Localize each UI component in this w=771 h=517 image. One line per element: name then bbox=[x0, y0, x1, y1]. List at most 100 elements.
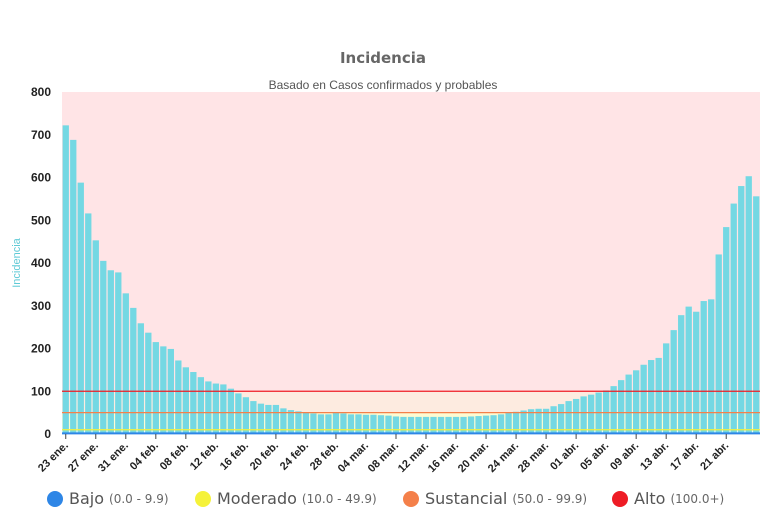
bar-35[interactable] bbox=[325, 414, 332, 434]
bar-28[interactable] bbox=[272, 404, 280, 434]
bar-48[interactable] bbox=[422, 416, 430, 434]
legend-item-alto[interactable]: Alto (100.0+) bbox=[612, 489, 724, 508]
bar-12[interactable] bbox=[152, 342, 159, 434]
bar-54[interactable] bbox=[467, 416, 475, 434]
bar-25[interactable] bbox=[250, 401, 257, 434]
bar-49[interactable] bbox=[430, 416, 437, 434]
bar-47[interactable] bbox=[415, 416, 422, 434]
legend-item-moderado[interactable]: Moderado (10.0 - 49.9) bbox=[195, 489, 377, 508]
bar-77[interactable] bbox=[640, 364, 647, 434]
bar-15[interactable] bbox=[175, 360, 182, 434]
bar-62[interactable] bbox=[527, 409, 535, 434]
bar-2[interactable] bbox=[77, 182, 84, 434]
bar-3[interactable] bbox=[85, 213, 92, 434]
bar-58[interactable] bbox=[497, 414, 505, 434]
bar-41[interactable] bbox=[370, 414, 377, 434]
bar-65[interactable] bbox=[550, 406, 557, 434]
bar-84[interactable] bbox=[693, 311, 700, 434]
bar-9[interactable] bbox=[130, 307, 137, 434]
bar-8[interactable] bbox=[122, 293, 129, 434]
bar-17[interactable] bbox=[190, 372, 197, 434]
bar-56[interactable] bbox=[482, 415, 490, 434]
legend-item-sustancial[interactable]: Sustancial (50.0 - 99.9) bbox=[403, 489, 587, 508]
bar-10[interactable] bbox=[137, 323, 144, 434]
bar-4[interactable] bbox=[92, 240, 99, 434]
bar-71[interactable] bbox=[595, 392, 602, 434]
bar-13[interactable] bbox=[160, 346, 167, 434]
bar-75[interactable] bbox=[625, 374, 632, 434]
x-axis-ticks: 23 ene.27 ene.31 ene.04 feb.08 feb.12 fe… bbox=[36, 434, 731, 475]
bar-81[interactable] bbox=[670, 330, 677, 434]
bar-88[interactable] bbox=[723, 227, 730, 434]
bar-38[interactable] bbox=[347, 414, 355, 434]
bar-59[interactable] bbox=[505, 413, 512, 434]
bar-78[interactable] bbox=[648, 360, 655, 434]
bar-7[interactable] bbox=[115, 272, 122, 434]
bar-39[interactable] bbox=[355, 414, 362, 434]
bar-45[interactable] bbox=[400, 416, 407, 434]
bar-51[interactable] bbox=[445, 416, 452, 434]
bar-23[interactable] bbox=[235, 393, 242, 434]
bar-33[interactable] bbox=[310, 413, 317, 434]
bar-64[interactable] bbox=[542, 408, 550, 434]
bar-5[interactable] bbox=[100, 260, 107, 434]
bar-80[interactable] bbox=[663, 343, 670, 434]
bar-53[interactable] bbox=[460, 416, 467, 434]
bar-32[interactable] bbox=[302, 412, 310, 434]
bar-31[interactable] bbox=[295, 411, 302, 434]
bar-60[interactable] bbox=[512, 411, 520, 434]
bar-37[interactable] bbox=[340, 413, 347, 434]
bar-74[interactable] bbox=[617, 380, 625, 434]
bar-69[interactable] bbox=[580, 396, 587, 434]
bar-57[interactable] bbox=[490, 415, 497, 434]
bar-92[interactable] bbox=[753, 196, 760, 434]
bar-21[interactable] bbox=[220, 384, 227, 434]
bar-29[interactable] bbox=[280, 408, 287, 434]
x-tick-label: 04 mar. bbox=[336, 440, 371, 475]
bar-11[interactable] bbox=[145, 332, 152, 434]
bar-20[interactable] bbox=[212, 383, 220, 434]
bar-90[interactable] bbox=[738, 186, 745, 434]
bar-43[interactable] bbox=[385, 415, 392, 434]
bar-79[interactable] bbox=[655, 357, 662, 434]
bar-18[interactable] bbox=[197, 377, 205, 434]
bar-55[interactable] bbox=[475, 416, 482, 434]
bar-16[interactable] bbox=[182, 367, 189, 434]
bar-61[interactable] bbox=[520, 410, 527, 434]
bar-50[interactable] bbox=[437, 416, 445, 434]
bar-42[interactable] bbox=[377, 415, 385, 434]
bar-85[interactable] bbox=[700, 301, 707, 434]
x-tick-label: 20 feb. bbox=[248, 440, 281, 473]
legend-item-bajo[interactable]: Bajo (0.0 - 9.9) bbox=[47, 489, 169, 508]
bar-44[interactable] bbox=[392, 416, 400, 434]
x-tick-label: 16 feb. bbox=[218, 440, 251, 473]
bar-63[interactable] bbox=[535, 408, 542, 434]
bar-87[interactable] bbox=[715, 254, 722, 434]
bar-66[interactable] bbox=[557, 404, 565, 434]
bar-24[interactable] bbox=[242, 397, 250, 434]
bar-89[interactable] bbox=[730, 203, 737, 434]
bar-19[interactable] bbox=[205, 381, 212, 434]
bar-46[interactable] bbox=[407, 416, 415, 434]
bar-26[interactable] bbox=[257, 403, 265, 434]
bar-86[interactable] bbox=[708, 299, 715, 434]
bar-22[interactable] bbox=[227, 388, 235, 434]
bar-52[interactable] bbox=[452, 416, 460, 434]
bar-40[interactable] bbox=[362, 414, 370, 434]
bar-82[interactable] bbox=[678, 315, 685, 434]
bar-70[interactable] bbox=[587, 394, 595, 434]
bar-67[interactable] bbox=[565, 401, 572, 434]
bar-34[interactable] bbox=[317, 414, 325, 434]
bar-6[interactable] bbox=[107, 270, 114, 434]
legend-swatch-sustancial bbox=[403, 490, 419, 507]
bar-83[interactable] bbox=[685, 306, 692, 434]
bar-91[interactable] bbox=[745, 176, 752, 434]
bar-27[interactable] bbox=[265, 404, 272, 434]
bar-73[interactable] bbox=[610, 386, 617, 434]
bar-76[interactable] bbox=[633, 370, 640, 434]
bar-36[interactable] bbox=[332, 413, 340, 434]
bar-30[interactable] bbox=[287, 410, 295, 434]
bar-68[interactable] bbox=[572, 398, 580, 434]
bar-0[interactable] bbox=[62, 125, 69, 434]
bar-1[interactable] bbox=[70, 139, 77, 434]
